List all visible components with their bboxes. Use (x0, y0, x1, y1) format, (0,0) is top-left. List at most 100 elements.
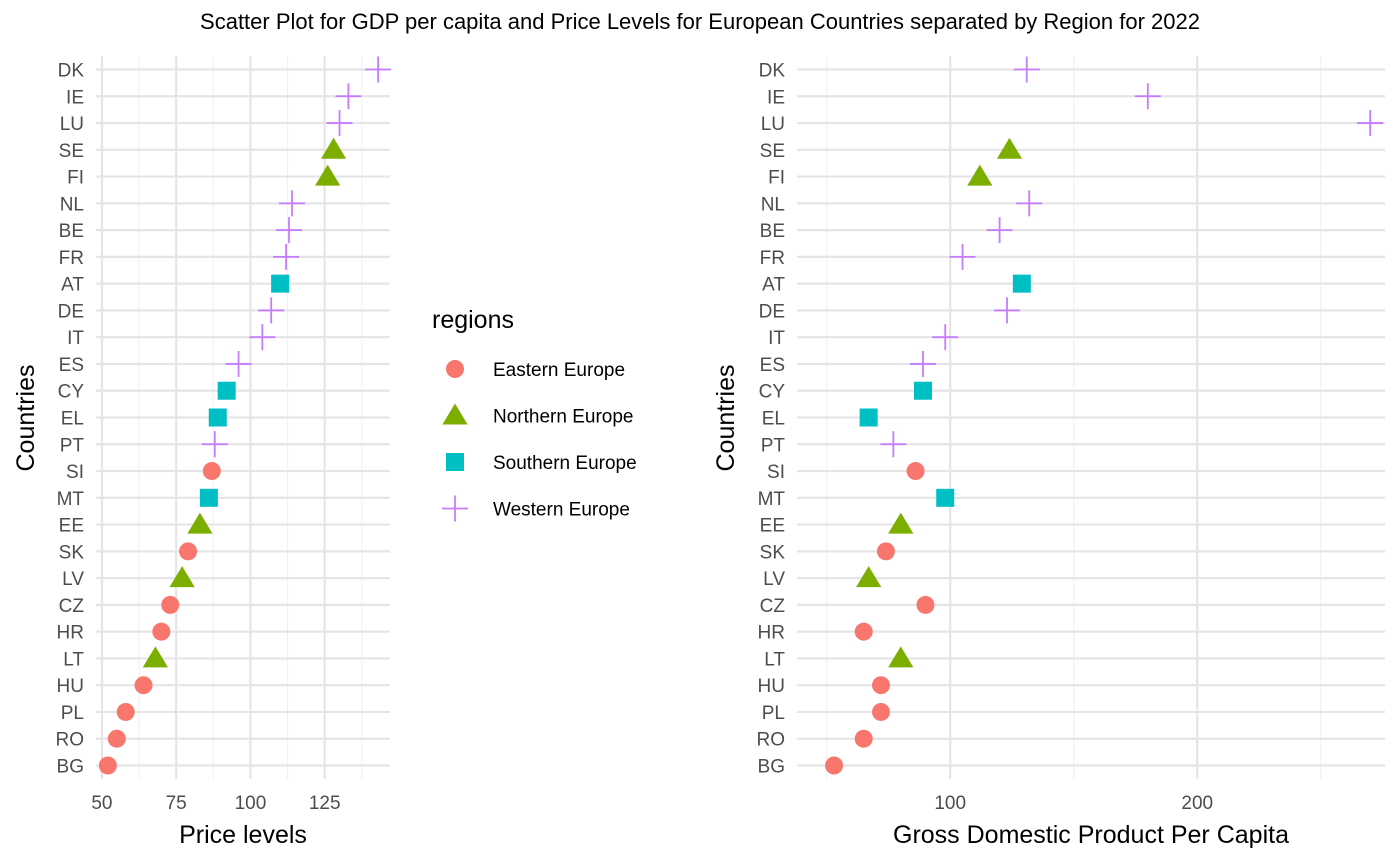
y-tick-label-es: ES (59, 355, 84, 376)
y-tick-label-pl: PL (762, 703, 785, 724)
point-ie (1134, 83, 1161, 110)
x-tick-label: 125 (309, 793, 341, 814)
triangle-legend-key (442, 403, 468, 425)
y-tick-label-be: BE (760, 221, 785, 242)
y-tick-label-lv: LV (763, 569, 785, 590)
legend-label: Northern Europe (493, 407, 633, 428)
y-tick-label-be: BE (59, 221, 84, 242)
point-ee (888, 512, 914, 534)
square-legend-key (446, 453, 464, 471)
point-fi (315, 164, 341, 186)
point-be (986, 217, 1013, 244)
point-de (994, 297, 1020, 324)
circle-legend-key (446, 360, 464, 378)
y-tick-label-ee: EE (59, 516, 84, 537)
y-tick-label-pt: PT (761, 435, 786, 456)
point-si (906, 462, 925, 481)
point-hu (134, 676, 153, 695)
y-tick-label-se: SE (760, 141, 785, 162)
x-tick-label: 75 (166, 793, 187, 814)
y-tick-label-cy: CY (759, 382, 786, 403)
y-tick-label-mt: MT (758, 489, 786, 510)
y-tick-label-cy: CY (58, 382, 85, 403)
y-tick-label-fr: FR (760, 248, 785, 269)
gdp-per-capita-panel: 100 200 BG RO PL HU LT HR CZ LV SK EE MT SI PT EL CY ES IT… (712, 56, 1385, 849)
plus-legend-key (442, 495, 468, 522)
point-bg (98, 756, 117, 775)
legend-title: regions (432, 306, 514, 334)
point-it (249, 324, 276, 351)
y-tick-label-ie: IE (66, 87, 84, 108)
y-tick-label-ro: RO (56, 730, 85, 751)
y-tick-label-dk: DK (759, 61, 786, 82)
point-pl (872, 702, 890, 721)
y-axis-title: Countries (712, 365, 740, 472)
point-de (258, 297, 285, 324)
y-tick-label-dk: DK (58, 61, 85, 82)
y-tick-label-it: IT (67, 328, 84, 349)
y-tick-label-fr: FR (59, 248, 84, 269)
legend-item-western-europe: Western Europe (442, 495, 630, 522)
point-lv (856, 566, 882, 588)
point-it (932, 324, 959, 351)
y-tick-label-el: EL (61, 409, 84, 430)
point-mt (199, 488, 218, 507)
y-tick-label-at: AT (61, 275, 84, 296)
y-tick-label-hr: HR (758, 623, 785, 644)
y-tick-label-de: DE (58, 301, 84, 322)
point-se (320, 137, 347, 159)
point-lu (326, 110, 353, 137)
point-mt (936, 488, 955, 507)
point-dk (365, 56, 392, 83)
y-tick-label-cz: CZ (760, 596, 786, 617)
chart-title: Scatter Plot for GDP per capita and Pric… (200, 9, 1200, 34)
point-hr (854, 622, 873, 641)
legend-item-southern-europe: Southern Europe (446, 453, 637, 474)
point-se (996, 137, 1023, 159)
point-pt (880, 431, 907, 458)
y-tick-label-lv: LV (62, 569, 84, 590)
point-fr (273, 243, 300, 270)
point-cy (914, 381, 932, 400)
x-axis-title: Price levels (179, 821, 307, 849)
y-tick-label-lt: LT (764, 649, 785, 670)
y-tick-label-lu: LU (60, 114, 84, 135)
y-tick-label-hu: HU (57, 676, 84, 697)
y-tick-label-fi: FI (67, 168, 84, 189)
price-levels-panel: 50 75 100 125 BG RO PL HU LT HR CZ LV SK EE MT SI PT EL CY… (12, 56, 392, 849)
legend-label: Southern Europe (493, 453, 637, 474)
point-lt (888, 646, 914, 668)
point-ie (335, 83, 362, 110)
y-tick-label-pt: PT (60, 435, 85, 456)
point-si (202, 462, 221, 481)
point-cz (161, 595, 180, 614)
point-cy (217, 381, 236, 400)
point-es (225, 350, 252, 377)
point-lv (169, 566, 195, 588)
y-tick-label-ro: RO (757, 730, 786, 751)
y-tick-label-si: SI (66, 462, 84, 483)
point-cz (916, 595, 935, 614)
y-tick-label-bg: BG (758, 757, 785, 778)
point-pl (116, 702, 135, 721)
point-sk (179, 542, 198, 561)
point-be (276, 217, 303, 244)
y-tick-label-at: AT (762, 275, 785, 296)
x-tick-label: 100 (934, 793, 966, 814)
y-tick-label-lt: LT (63, 649, 84, 670)
y-tick-label-el: EL (762, 409, 785, 430)
y-tick-label-hr: HR (57, 623, 84, 644)
legend-item-eastern-europe: Eastern Europe (446, 360, 625, 381)
y-tick-label-mt: MT (57, 489, 85, 510)
legend-label: Western Europe (493, 500, 630, 521)
point-fi (967, 164, 993, 186)
y-tick-label-nl: NL (60, 194, 84, 215)
point-ro (107, 729, 126, 748)
y-tick-label-nl: NL (761, 194, 785, 215)
y-tick-label-si: SI (767, 462, 785, 483)
point-lu (1357, 110, 1384, 137)
x-axis-title: Gross Domestic Product Per Capita (893, 821, 1289, 849)
y-tick-label-lu: LU (761, 114, 785, 135)
legend-item-northern-europe: Northern Europe (442, 403, 633, 428)
